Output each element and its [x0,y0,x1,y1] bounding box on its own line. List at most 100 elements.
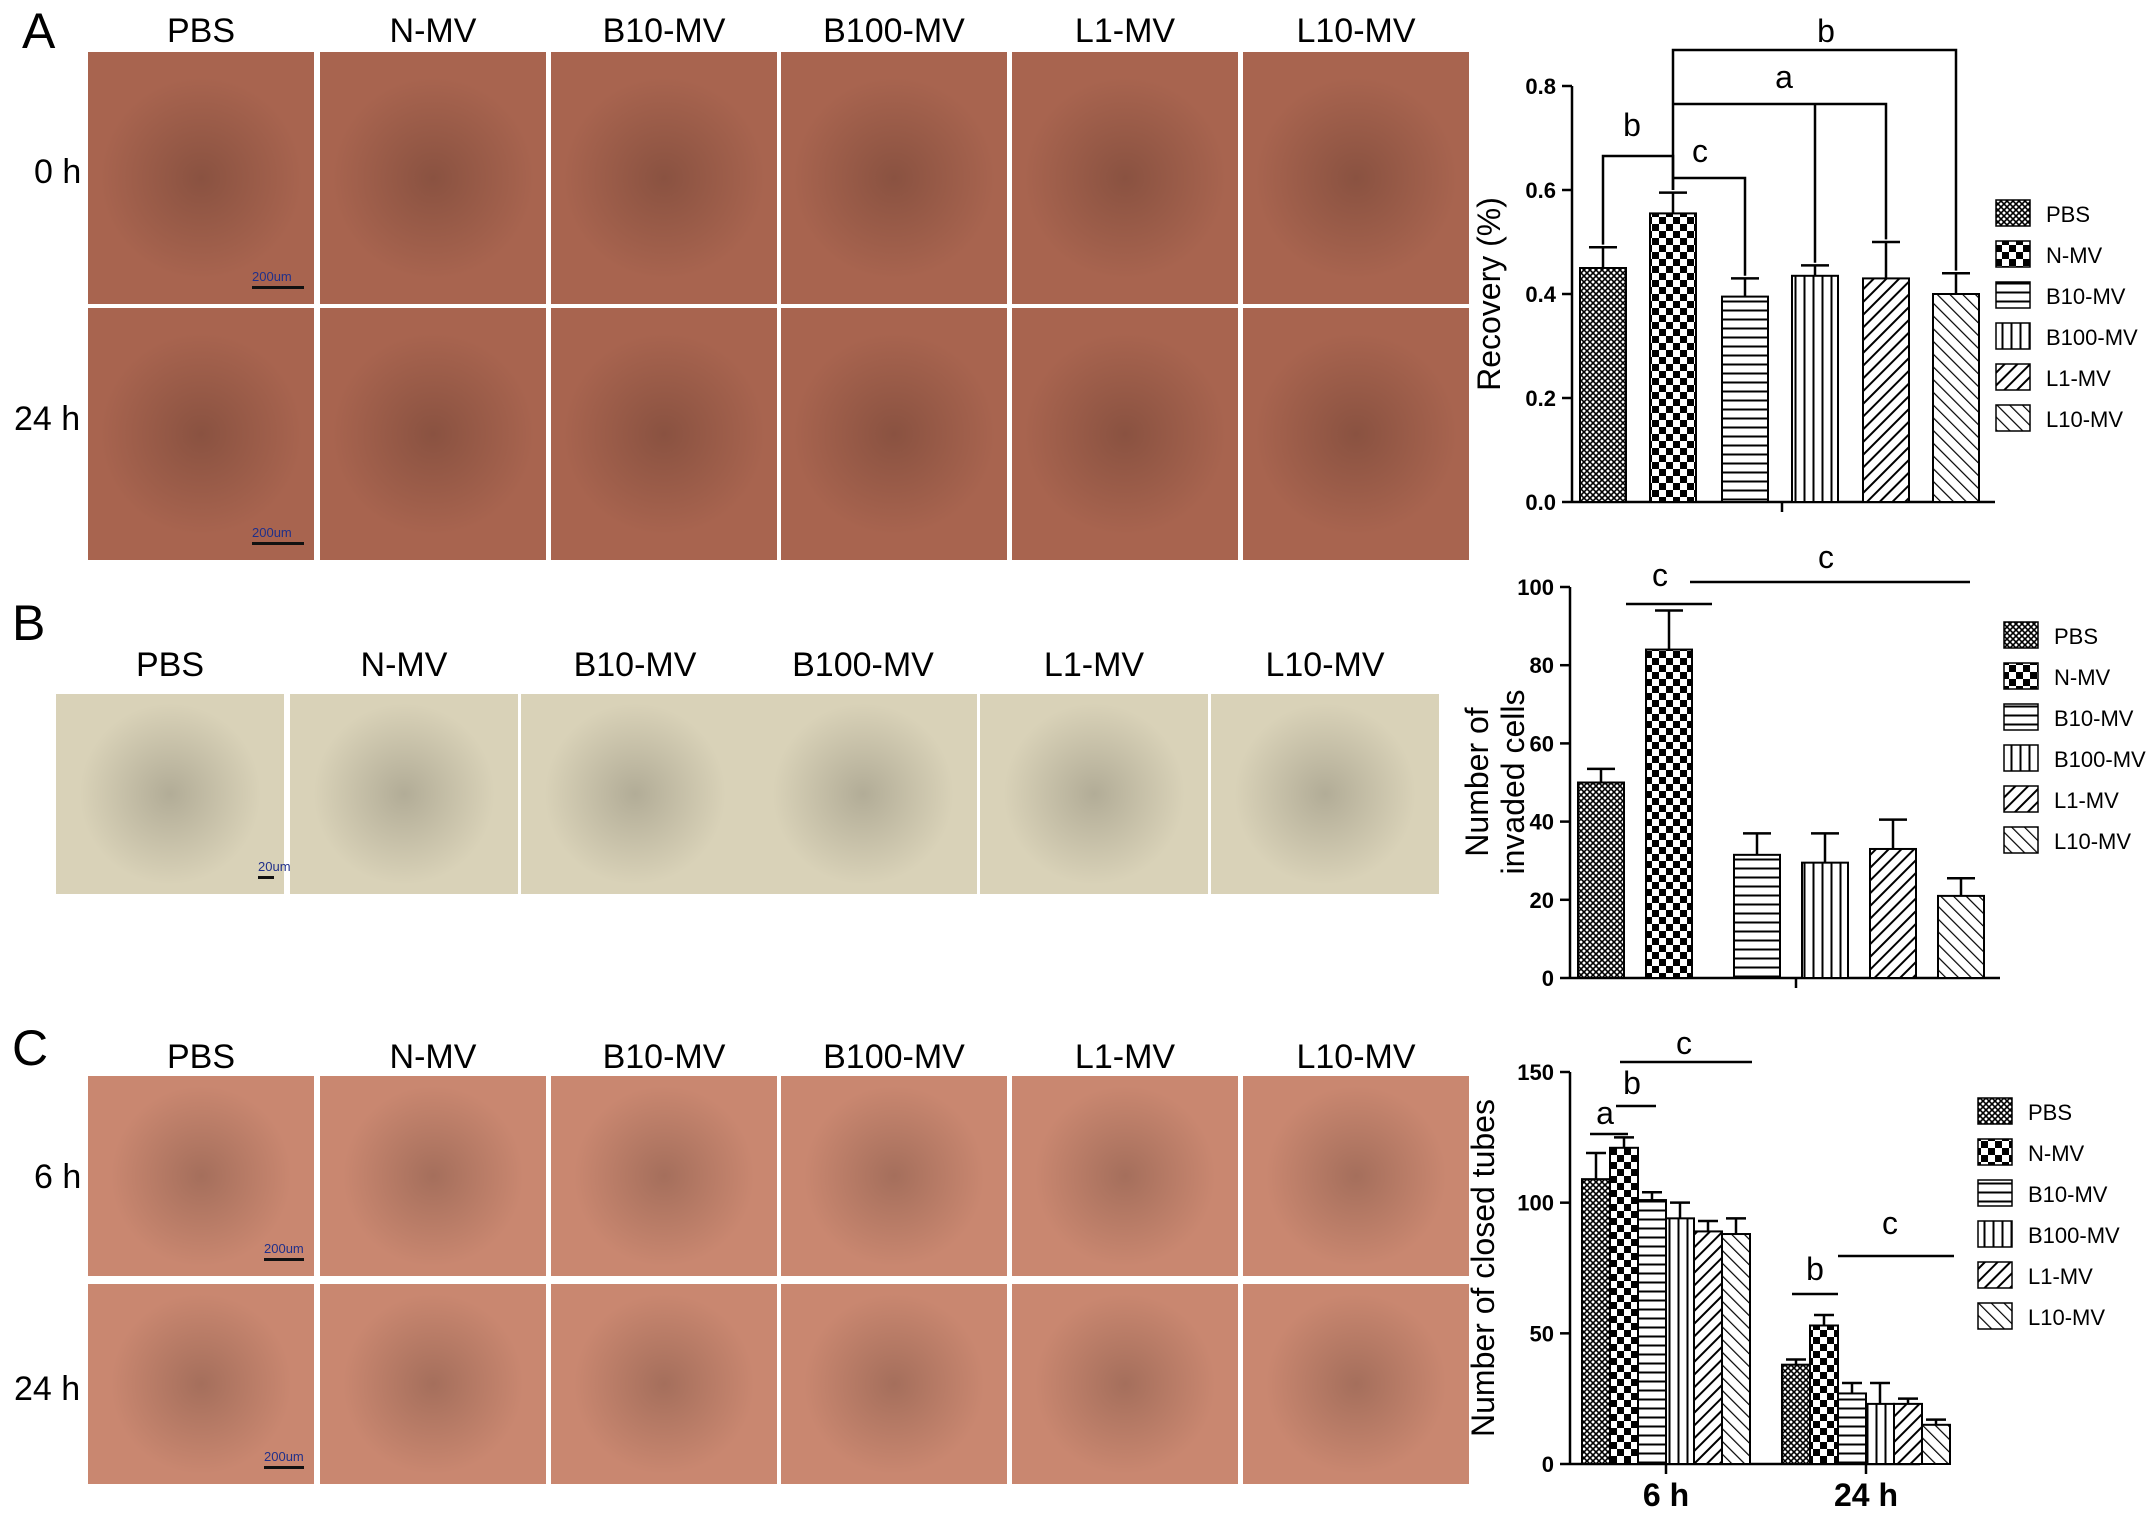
bar [1721,1233,1751,1465]
bar [1579,267,1627,503]
legend-swatch [1977,1220,2013,1248]
significance-label: b [1806,1251,1824,1287]
micrograph-tile [551,308,777,560]
y-tick-label: 0.6 [1525,178,1556,203]
bar [1637,1199,1667,1465]
micrograph-tile [88,1284,314,1484]
micrograph-tile [320,1076,546,1276]
y-tick-label: 20 [1530,888,1554,913]
significance-label: b [1623,107,1641,143]
significance-bracket [1671,48,1958,271]
bar [1581,1178,1611,1465]
column-label: N-MV [389,1038,477,1076]
micrograph-tile [320,308,546,560]
bar [1937,894,1985,980]
legend-label: B100-MV [2054,747,2146,772]
scale-bar [252,542,304,545]
column-label: L10-MV [1296,12,1416,50]
legend-swatch [1977,1138,2013,1166]
column-label: L1-MV [1043,646,1145,684]
bar [1801,861,1849,980]
y-axis-label-line2: invaded cells [1495,690,1531,875]
x-tick-label: 6 h [1643,1477,1689,1513]
column-label: B10-MV [602,1038,726,1076]
micrograph-tile [1243,52,1469,304]
micrograph-tile [980,694,1208,894]
scale-bar-label: 200um [252,525,292,540]
legend-label: B10-MV [2028,1182,2108,1207]
micrograph-tile [1243,1076,1469,1276]
bar [1649,212,1697,503]
legend-swatch [1977,1097,2013,1125]
y-tick-label: 80 [1530,653,1554,678]
legend-label: N-MV [2054,665,2111,690]
scale-bar [258,876,274,879]
y-tick-label: 150 [1517,1060,1554,1085]
bar [1609,1146,1639,1465]
scale-bar-label: 200um [264,1449,304,1464]
micrograph-tile [56,694,284,894]
panel-a-row-label-24h: 24 h [14,400,81,438]
micrograph-tile [88,52,314,304]
micrograph-tile [781,52,1007,304]
scale-bar-label: 200um [264,1241,304,1256]
bar [1893,1402,1923,1465]
y-tick-label: 0.8 [1525,74,1556,99]
y-tick-label: 0 [1542,966,1554,991]
micrograph-tile [88,308,314,560]
micrograph-tile [1243,1284,1469,1484]
significance-label: c [1692,133,1708,169]
legend-label: L1-MV [2054,788,2119,813]
significance-bracket [1673,102,1888,240]
y-tick-label: 0.4 [1525,282,1556,307]
bar [1862,277,1910,503]
micrograph-tile [1243,308,1469,560]
legend-swatch [1995,363,2031,391]
legend-label: N-MV [2028,1141,2085,1166]
micrograph-tile [551,1284,777,1484]
column-label: B100-MV [792,646,934,684]
legend-label: B100-MV [2028,1223,2120,1248]
legend-label: B10-MV [2054,706,2134,731]
y-tick-label: 0.0 [1525,490,1556,515]
panel-c-row-label-24h: 24 h [14,1370,81,1408]
panel-c-letter: C [12,1020,49,1076]
micrograph-tile [749,694,977,894]
micrograph-tile [290,694,518,894]
micrograph-tile [1012,52,1238,304]
bar [1791,274,1839,503]
bar [1869,847,1917,979]
scale-bar [252,286,304,289]
bar [1733,853,1781,980]
y-tick-label: 0 [1542,1452,1554,1477]
bar [1665,1217,1695,1466]
column-label: PBS [166,12,236,50]
significance-label: a [1775,59,1793,95]
bar [1577,781,1625,979]
column-label: L10-MV [1265,646,1385,684]
significance-label: c [1882,1205,1898,1241]
legend-swatch [2003,826,2039,854]
legend-label: PBS [2054,624,2098,649]
legend-swatch [1977,1302,2013,1330]
legend-swatch [2003,785,2039,813]
scale-bar [264,1466,304,1469]
column-label: B10-MV [602,12,726,50]
bar [1721,295,1769,503]
bar [1781,1363,1811,1466]
legend-label: B10-MV [2046,284,2126,309]
column-label: B100-MV [823,1038,965,1076]
significance-label: b [1623,1065,1641,1101]
column-label: N-MV [389,12,477,50]
bar [1932,293,1980,503]
legend-swatch [1995,199,2031,227]
legend-label: L1-MV [2046,366,2111,391]
legend-swatch [2003,662,2039,690]
legend-label: PBS [2028,1100,2072,1125]
column-label: L10-MV [1296,1038,1416,1076]
y-tick-label: 40 [1530,810,1554,835]
significance-label: c [1676,1025,1692,1061]
micrograph-tile [781,1284,1007,1484]
micrograph-tile [551,52,777,304]
